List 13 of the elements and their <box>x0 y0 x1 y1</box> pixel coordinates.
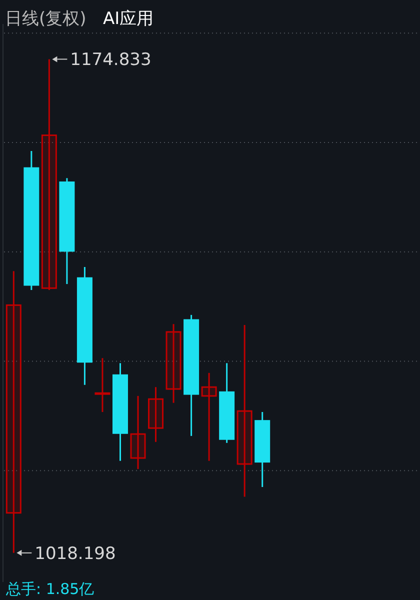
candlestick <box>6 270 22 554</box>
chart-title: 日线(复权) <box>5 9 86 29</box>
candlestick <box>148 386 164 443</box>
candlestick <box>166 323 182 404</box>
chart-subtitle: AI应用 <box>103 9 154 29</box>
candlestick <box>236 324 252 498</box>
candlestick <box>94 357 110 413</box>
annotation: 1018.198 <box>34 544 116 564</box>
annotation: 总手: 1.85亿 <box>5 580 94 598</box>
candlestick <box>130 395 146 470</box>
candlestick <box>41 58 57 291</box>
annotation: 1174.833 <box>70 50 152 70</box>
candlestick <box>201 372 217 462</box>
